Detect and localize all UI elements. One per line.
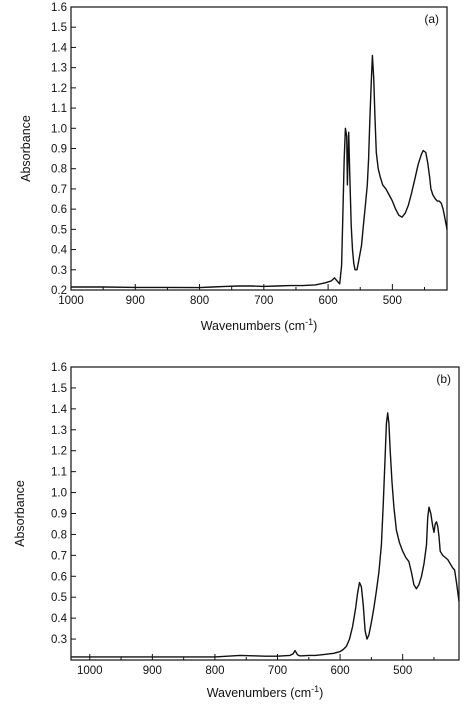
spectrum-panel-a: 0.2 0.3 0.4 0.5 0.6 0.7 0.8 0.9 1.0 1.1 1.2 1.3 1.4 1… xyxy=(19,2,448,333)
y-tick-label: 0.6 xyxy=(51,204,67,216)
y-tick-label: 1.5 xyxy=(51,383,67,395)
y-tick-label: 1.2 xyxy=(51,83,67,95)
panel-label: (a) xyxy=(424,12,439,26)
x-tick-label: 700 xyxy=(268,665,287,677)
y-tick-label: 0.9 xyxy=(51,144,67,156)
x-tick-label: 600 xyxy=(331,665,350,677)
y-tick-label: 0.4 xyxy=(51,245,68,257)
y-tick-label: 0.9 xyxy=(51,509,67,521)
y-tick-label: 0.8 xyxy=(51,529,67,541)
x-tick-label: 500 xyxy=(383,295,402,307)
y-tick-label: 0.7 xyxy=(51,184,67,196)
spectrum-line xyxy=(71,412,460,658)
spectrum-panel-b: 0.3 0.4 0.5 0.6 0.7 0.8 0.9 1.0 1.1 1.2 1.3 1.4 1.5 1… xyxy=(13,362,460,700)
x-tick-label: 600 xyxy=(319,295,338,307)
y-tick-label: 1.0 xyxy=(51,488,67,500)
y-tick-label: 1.1 xyxy=(51,103,67,115)
x-tick-label: 800 xyxy=(205,665,224,677)
x-tick-label: 800 xyxy=(190,295,209,307)
y-tick-label: 1.2 xyxy=(51,446,67,458)
x-tick-label: 1000 xyxy=(58,295,84,307)
y-tick-label: 0.3 xyxy=(51,265,67,277)
y-tick-label: 0.5 xyxy=(51,224,67,236)
y-tick-label: 0.4 xyxy=(51,613,68,625)
y-tick-label: 1.3 xyxy=(51,425,67,437)
x-axis-label: Wavenumbers (cm-1) xyxy=(207,684,324,700)
y-tick-label: 1.4 xyxy=(51,404,68,416)
y-tick-label: 1.0 xyxy=(51,123,67,135)
y-tick-label: 0.6 xyxy=(51,571,67,583)
panel-label: (b) xyxy=(436,372,451,386)
y-tick-label: 1.6 xyxy=(51,2,67,14)
y-tick-label: 1.5 xyxy=(51,22,67,34)
spectrum-line xyxy=(71,54,448,289)
y-tick-label: 1.6 xyxy=(51,362,67,374)
x-tick-label: 900 xyxy=(126,295,145,307)
y-axis-label: Absorbance xyxy=(19,115,33,182)
y-tick-label: 1.1 xyxy=(51,467,67,479)
x-tick-label: 700 xyxy=(254,295,273,307)
y-axis-label: Absorbance xyxy=(13,480,27,547)
y-tick-label: 0.3 xyxy=(51,634,67,646)
y-tick-label: 0.7 xyxy=(51,550,67,562)
y-tick-label: 1.3 xyxy=(51,63,67,75)
plot-frame xyxy=(70,6,448,291)
y-tick-label: 1.4 xyxy=(51,42,68,54)
x-tick-label: 500 xyxy=(393,665,412,677)
plot-frame xyxy=(70,366,460,661)
y-tick-label: 0.8 xyxy=(51,164,67,176)
y-tick-label: 0.2 xyxy=(51,285,67,297)
x-axis-label: Wavenumbers (cm-1) xyxy=(201,317,318,333)
y-tick-label: 0.5 xyxy=(51,592,67,604)
x-tick-label: 1000 xyxy=(77,665,103,677)
x-tick-label: 900 xyxy=(143,665,162,677)
